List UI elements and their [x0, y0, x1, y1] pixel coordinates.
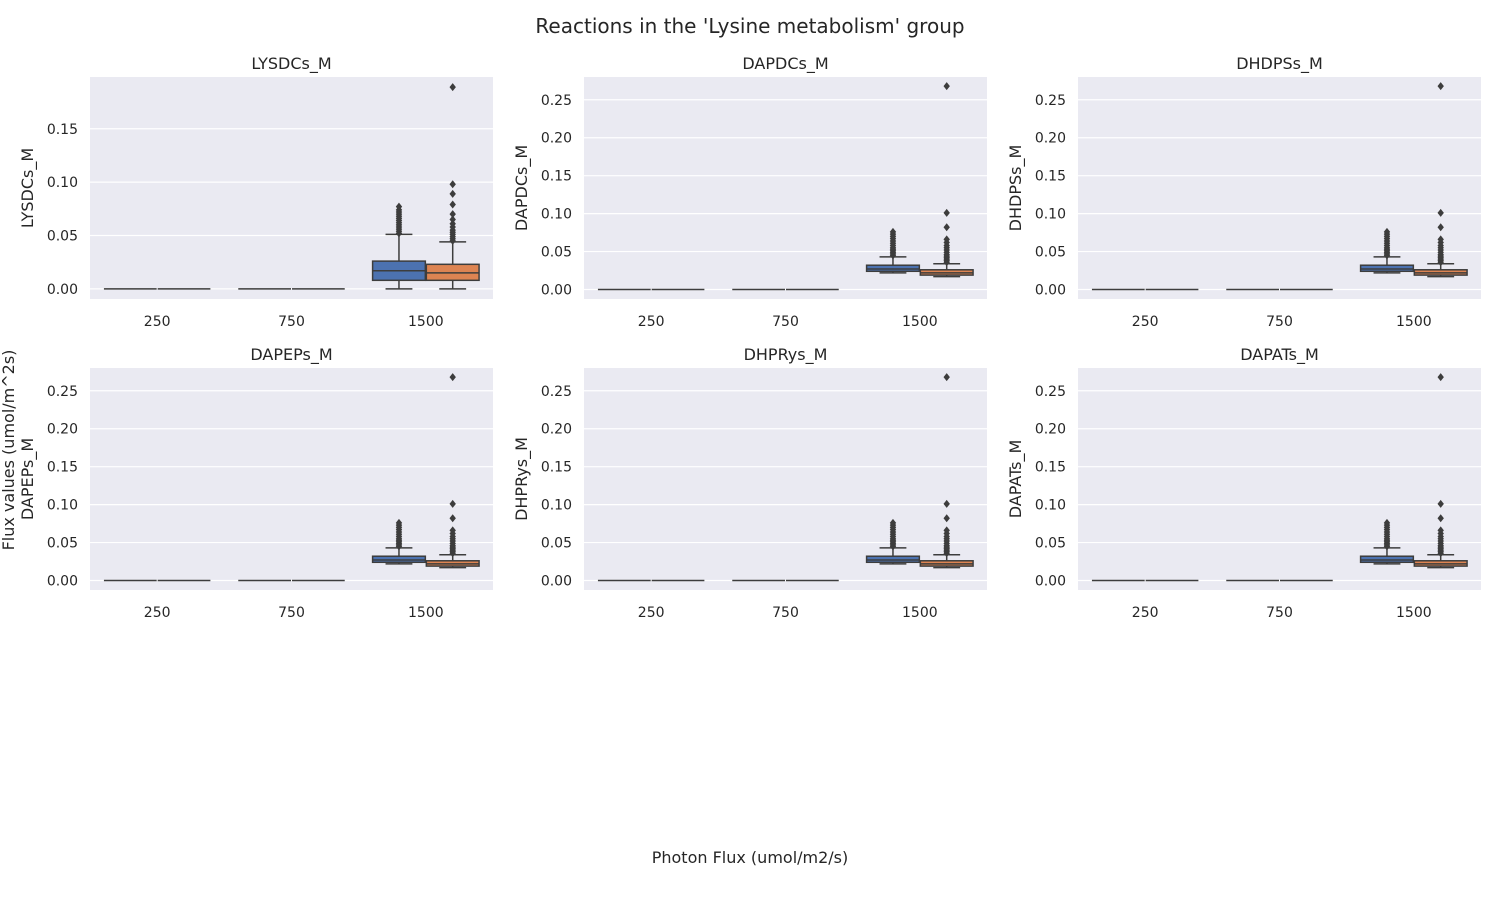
subplot-title: DHPRys_M [744, 345, 828, 365]
plot-background [1078, 368, 1481, 590]
x-tick-label: 250 [144, 314, 171, 330]
box-1500-hue0 [1361, 556, 1414, 562]
x-tick-label: 1500 [902, 605, 938, 621]
x-tick-label: 750 [772, 605, 799, 621]
x-tick-label: 1500 [408, 314, 444, 330]
subplot-DAPDCs_M: 0.00 0.05 0.10 0.15 0.20 0.25 250 750 1500 DAPDCs… [512, 54, 987, 330]
x-tick-label: 1500 [902, 314, 938, 330]
y-tick-label: 0.00 [541, 574, 572, 590]
plot-background [90, 368, 493, 590]
subplot-ylabel: DAPEPs_M [18, 438, 38, 520]
y-tick-label: 0.15 [47, 460, 78, 476]
y-tick-label: 0.05 [1035, 245, 1066, 261]
subplot-title: DAPDCs_M [742, 54, 828, 74]
x-tick-label: 1500 [1396, 314, 1432, 330]
figure-title: Reactions in the 'Lysine metabolism' gro… [535, 14, 964, 38]
x-tick-label: 750 [278, 314, 305, 330]
y-tick-label: 0.20 [1035, 422, 1066, 438]
x-tick-label: 750 [772, 314, 799, 330]
x-tick-label: 1500 [1396, 605, 1432, 621]
y-tick-label: 0.25 [1035, 384, 1066, 400]
figure-xlabel: Photon Flux (umol/m2/s) [652, 848, 849, 867]
box-1500-hue0 [867, 556, 920, 562]
y-tick-label: 0.00 [47, 282, 78, 298]
y-tick-label: 0.10 [1035, 207, 1066, 223]
box-1500-hue0 [373, 556, 426, 562]
y-tick-label: 0.00 [47, 574, 78, 590]
y-tick-label: 0.05 [541, 536, 572, 552]
subplot-ylabel: DHDPSs_M [1006, 145, 1026, 232]
x-tick-label: 750 [278, 605, 305, 621]
y-tick-label: 0.15 [47, 122, 78, 138]
x-tick-label: 250 [1132, 314, 1159, 330]
subplot-LYSDCs_M: 0.00 0.05 0.10 0.15 250 750 1500 LYSDCs_M LYSDCs… [18, 54, 493, 330]
y-tick-label: 0.20 [47, 422, 78, 438]
y-tick-label: 0.15 [541, 169, 572, 185]
y-tick-label: 0.10 [541, 498, 572, 514]
plot-background [584, 77, 987, 299]
x-tick-label: 250 [638, 314, 665, 330]
y-tick-label: 0.10 [1035, 498, 1066, 514]
y-tick-label: 0.20 [541, 422, 572, 438]
subplot-title: DHDPSs_M [1236, 54, 1323, 74]
x-tick-label: 250 [144, 605, 171, 621]
y-tick-label: 0.25 [541, 384, 572, 400]
subplot-grid: 0.00 0.05 0.10 0.15 250 750 1500 LYSDCs_M LYSDCs… [18, 54, 1481, 621]
y-tick-label: 0.25 [541, 93, 572, 109]
y-tick-label: 0.05 [1035, 536, 1066, 552]
subplot-title: LYSDCs_M [251, 54, 331, 74]
x-tick-label: 250 [1132, 605, 1159, 621]
y-tick-label: 0.20 [541, 131, 572, 147]
figure-ylabel: Flux values (umol/m^2s) [0, 350, 18, 551]
subplot-DHPRys_M: 0.00 0.05 0.10 0.15 0.20 0.25 250 750 1500 DHPRys… [512, 345, 987, 621]
subplot-ylabel: DHPRys_M [512, 437, 532, 521]
subplot-DAPATs_M: 0.00 0.05 0.10 0.15 0.20 0.25 250 750 1500 DAPATs… [1006, 345, 1481, 621]
plot-background [584, 368, 987, 590]
y-tick-label: 0.05 [47, 536, 78, 552]
subplot-DAPEPs_M: 0.00 0.05 0.10 0.15 0.20 0.25 250 750 1500 DAPEPs… [18, 345, 493, 621]
x-tick-label: 1500 [408, 605, 444, 621]
plot-background [1078, 77, 1481, 299]
box-1500-hue0 [867, 265, 920, 271]
subplot-ylabel: DAPDCs_M [512, 145, 532, 231]
y-tick-label: 0.05 [47, 228, 78, 244]
y-tick-label: 0.25 [47, 384, 78, 400]
subplot-ylabel: LYSDCs_M [18, 148, 38, 228]
subplot-ylabel: DAPATs_M [1006, 440, 1026, 519]
x-tick-label: 750 [1266, 605, 1293, 621]
y-tick-label: 0.00 [1035, 574, 1066, 590]
y-tick-label: 0.15 [541, 460, 572, 476]
x-tick-label: 250 [638, 605, 665, 621]
y-tick-label: 0.20 [1035, 131, 1066, 147]
subplot-DHDPSs_M: 0.00 0.05 0.10 0.15 0.20 0.25 250 750 1500 DHDPSs… [1006, 54, 1481, 330]
y-tick-label: 0.00 [541, 283, 572, 299]
x-tick-label: 750 [1266, 314, 1293, 330]
y-tick-label: 0.10 [47, 175, 78, 191]
y-tick-label: 0.25 [1035, 93, 1066, 109]
subplot-title: DAPEPs_M [250, 345, 332, 365]
subplot-title: DAPATs_M [1240, 345, 1319, 365]
y-tick-label: 0.10 [47, 498, 78, 514]
y-tick-label: 0.15 [1035, 460, 1066, 476]
y-tick-label: 0.05 [541, 245, 572, 261]
y-tick-label: 0.10 [541, 207, 572, 223]
y-tick-label: 0.15 [1035, 169, 1066, 185]
y-tick-label: 0.00 [1035, 283, 1066, 299]
box-1500-hue0 [1361, 265, 1414, 271]
